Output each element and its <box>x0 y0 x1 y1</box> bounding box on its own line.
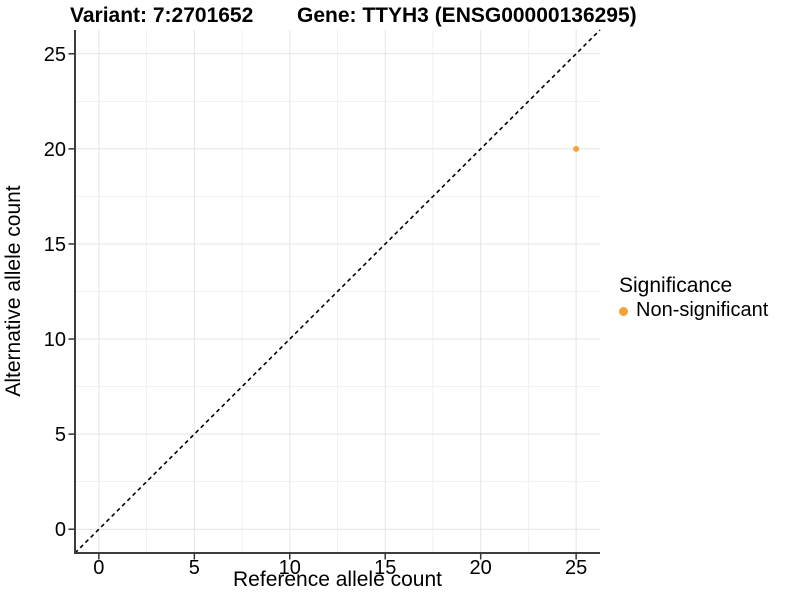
x-tick-label: 0 <box>93 557 104 579</box>
x-tick-label: 5 <box>189 557 200 579</box>
y-tick-label: 0 <box>55 519 66 541</box>
legend-title: Significance <box>619 274 733 297</box>
legend: Significance Non-significant <box>619 275 768 321</box>
scatter-point <box>573 145 580 152</box>
y-axis-title: Alternative allele count <box>2 185 25 397</box>
x-tick-label: 15 <box>374 557 396 579</box>
data-points <box>573 145 580 152</box>
identity-dashed-line <box>74 29 601 554</box>
x-axis-title: Reference allele count <box>233 568 442 591</box>
x-tick-label: 20 <box>470 557 492 579</box>
axis-tick-marks <box>68 53 577 560</box>
major-gridlines <box>75 30 600 553</box>
y-tick-label: 15 <box>44 234 66 256</box>
axis-tick-labels: 0 5 10 15 20 25 0 5 10 15 20 25 <box>44 44 588 579</box>
legend-item-non-significant: Non-significant <box>619 300 768 321</box>
legend-item-label: Non-significant <box>636 299 769 321</box>
y-tick-label: 20 <box>44 139 66 161</box>
x-tick-label: 10 <box>279 557 301 579</box>
reference-diagonal <box>74 29 601 554</box>
y-tick-label: 5 <box>55 424 66 446</box>
axis-lines <box>74 30 600 554</box>
y-tick-label: 25 <box>44 44 66 66</box>
legend-key-dot-icon <box>619 307 628 316</box>
gene-title: Gene: TTYH3 (ENSG00000136295) <box>297 4 637 27</box>
variant-title: Variant: 7:2701652 <box>70 4 254 27</box>
y-tick-label: 10 <box>44 329 66 351</box>
x-tick-label: 25 <box>565 557 587 579</box>
